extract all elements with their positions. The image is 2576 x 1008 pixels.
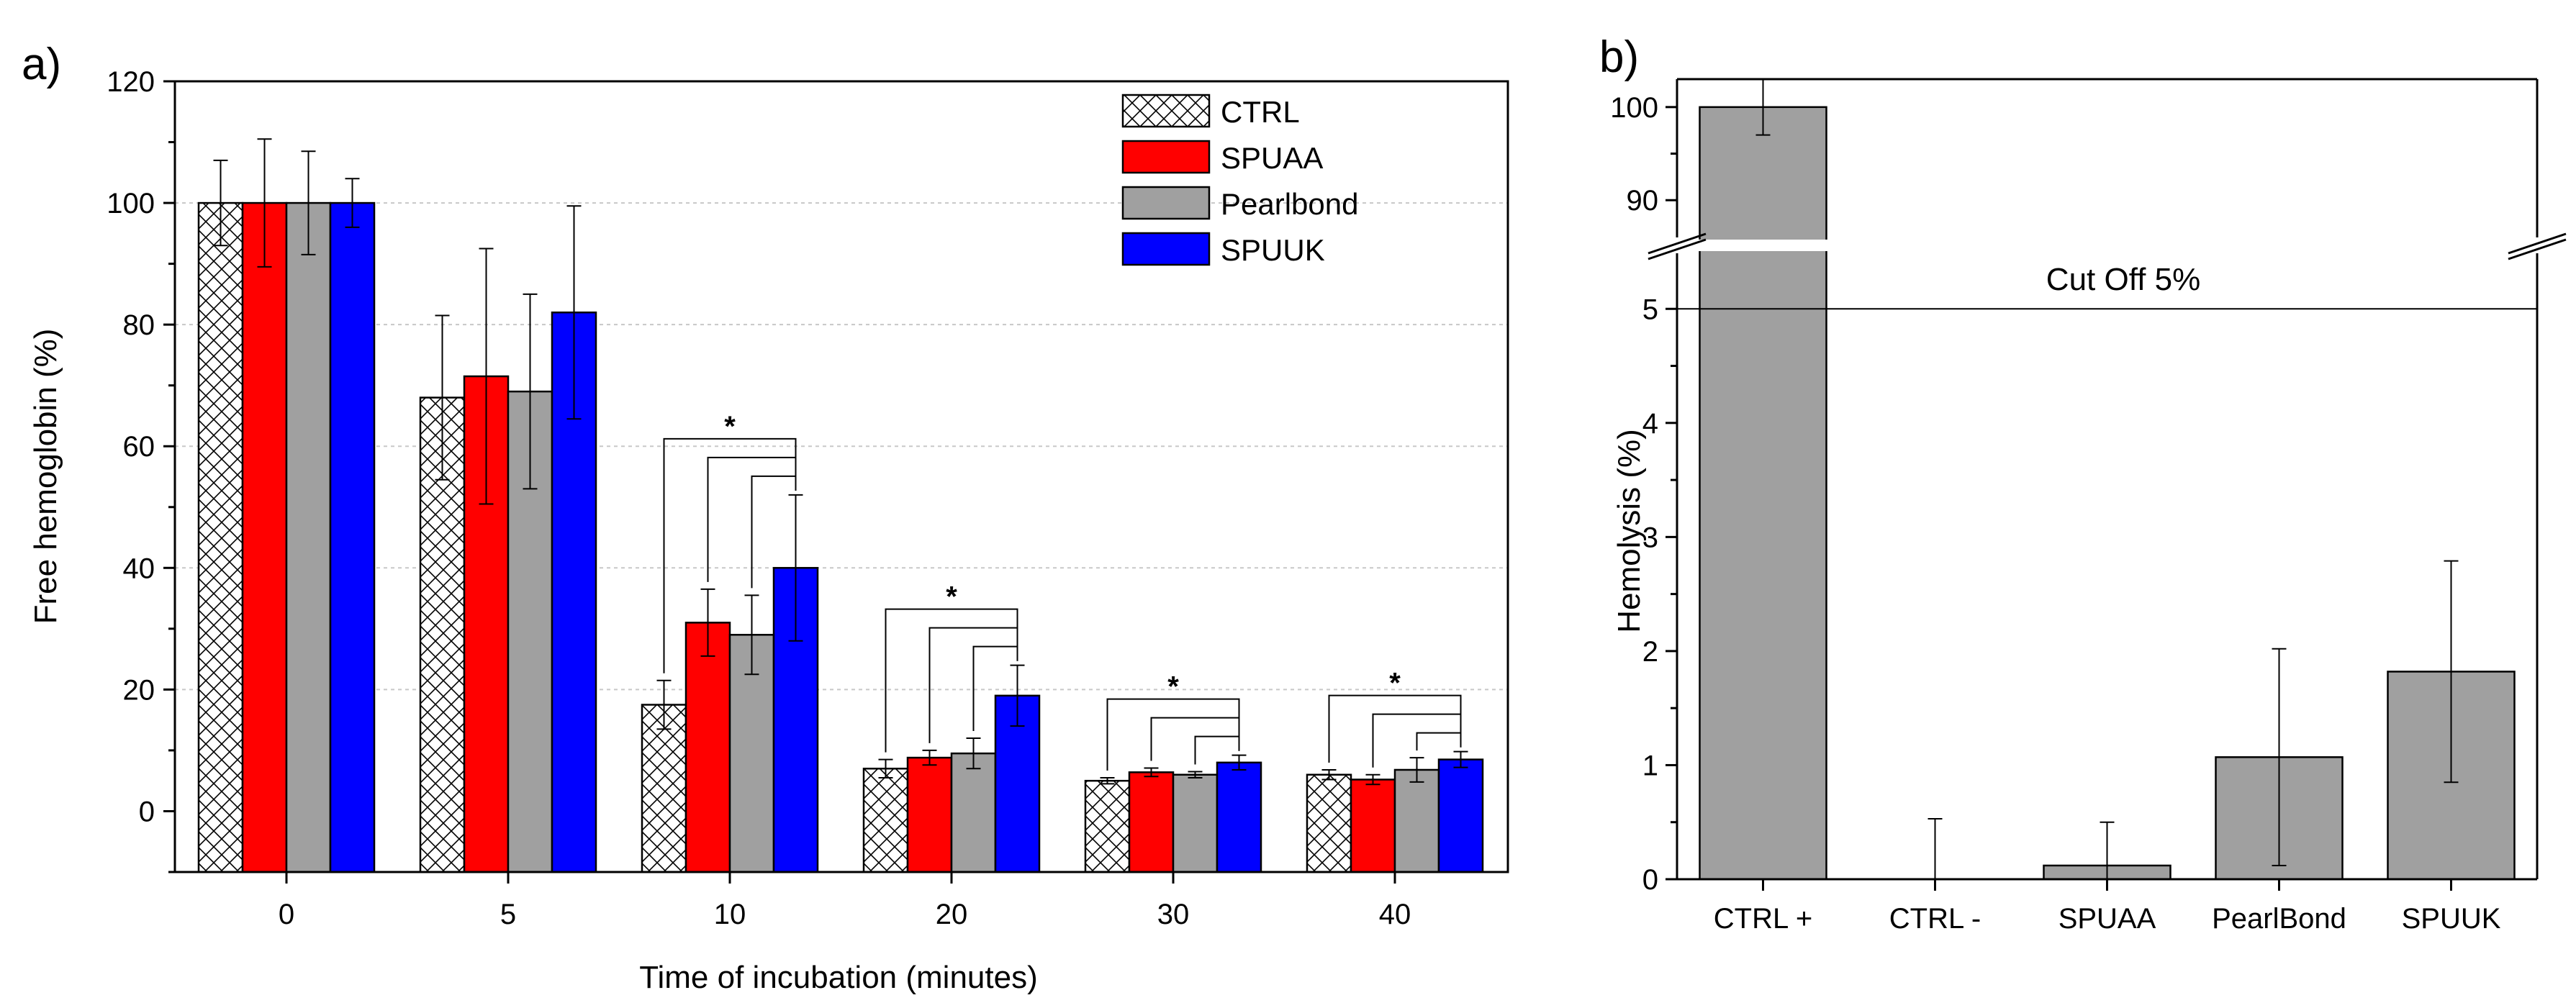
bar-pearlbond-20min	[950, 752, 997, 873]
y-tick-label-120: 120	[107, 66, 155, 98]
panel-a-y-ticks: 0 20 40 60 80 100 120	[107, 66, 175, 873]
axis-break-gap-bar	[1678, 240, 2096, 251]
legend-label-spuuk: SPUUK	[1221, 233, 1325, 267]
x-tick-label-ctrl: CTRL +	[1714, 903, 1812, 935]
y-tick-label-100: 100	[1610, 92, 1658, 124]
legend-label-pearlbond: Pearlbond	[1221, 187, 1358, 221]
panel-b-x-ticks: CTRL + CTRL - SPUAA PearlBond SPUUK	[1714, 879, 2501, 935]
legend-swatch-spuaa	[1121, 140, 1211, 174]
panel-b-y-ticks: 0 1 2 3 4 5 90 100	[1610, 92, 1677, 896]
bar-ctrl-30min	[1084, 779, 1131, 873]
panel-a-significance-brackets: * * * *	[663, 411, 1462, 771]
y-tick-label-2: 2	[1642, 636, 1658, 668]
significance-bracket-30	[1150, 717, 1240, 761]
y-tick-label-4: 4	[1642, 408, 1658, 440]
significance-bracket-20	[972, 645, 1018, 732]
panel-a-x-axis-title: Time of incubation (minutes)	[639, 960, 1037, 995]
y-tick-label-20: 20	[123, 674, 155, 706]
legend-swatch-ctrl	[1121, 94, 1211, 128]
legend-swatch-spuuk	[1121, 232, 1211, 266]
bar-pearlbond-0min	[285, 201, 332, 873]
bar-spuuk-40min	[1437, 758, 1484, 873]
significance-star-20: *	[946, 581, 957, 613]
axis-break-mark-right-2	[2508, 238, 2567, 260]
x-tick-label-10: 10	[714, 899, 746, 930]
y-tick-label-0: 0	[1642, 864, 1658, 896]
y-tick-label-100: 100	[107, 188, 155, 219]
significance-bracket-40	[1372, 713, 1462, 768]
y-tick-label-5: 5	[1642, 294, 1658, 325]
x-tick-label-0: 0	[279, 899, 294, 930]
bar-pearlbond-30min	[1172, 773, 1219, 873]
panel-b-chart: b) Cut Off 5% 0 1 2 3 4 5 90 100 CTRL + CTRL - SP…	[1599, 32, 2567, 935]
panel-a-x-ticks: 0 5 10 20 30 40	[279, 872, 1411, 930]
bar-pearlbond-40min	[1393, 768, 1440, 873]
axis-break-mark-left-1	[1648, 232, 1707, 255]
x-tick-label-5: 5	[500, 899, 516, 930]
significance-bracket-10	[707, 456, 797, 582]
significance-bracket-30	[1106, 698, 1240, 771]
cutoff-label: Cut Off 5%	[2046, 262, 2200, 297]
significance-bracket-40	[1328, 694, 1462, 763]
panel-b-y-axis-title: Hemolysis (%)	[1612, 429, 1647, 633]
x-tick-label-spuuk: SPUUK	[2402, 903, 2501, 935]
panel-a-y-axis-title: Free hemoglobin (%)	[28, 329, 63, 625]
significance-star-30: *	[1167, 671, 1179, 703]
significance-star-40: *	[1389, 668, 1401, 699]
panel-b-letter: b)	[1599, 32, 1639, 82]
legend-label-ctrl: CTRL	[1221, 95, 1300, 129]
bar-spuaa-20min	[906, 756, 953, 873]
y-tick-label-1: 1	[1642, 750, 1658, 781]
y-tick-label-90: 90	[1627, 185, 1659, 217]
panel-a-chart: a) * * * * 0 20 40 60 80 100 120 0 5 10 20 30 40 CTRL S…	[22, 40, 1509, 995]
x-tick-label-40: 40	[1379, 899, 1411, 930]
bar-spuaa-0min	[241, 201, 288, 873]
significance-star-10: *	[724, 411, 736, 442]
panel-a-axes-frame	[173, 80, 1509, 873]
bar-ctrl-10min	[641, 704, 687, 873]
bar-spuaa-40min	[1350, 778, 1396, 873]
significance-bracket-20	[928, 627, 1018, 743]
bar-ctrl-40min	[1306, 773, 1352, 873]
panel-a-bars	[197, 201, 1484, 873]
panel-a-letter: a)	[22, 40, 61, 89]
bar-spuuk-30min	[1216, 761, 1262, 873]
significance-bracket-30	[1194, 735, 1240, 765]
panel-a-error-bars	[213, 138, 1468, 786]
y-tick-label-60: 60	[123, 431, 155, 463]
legend-label-spuaa: SPUAA	[1221, 141, 1323, 175]
y-tick-label-80: 80	[123, 309, 155, 341]
x-tick-label-30: 30	[1157, 899, 1190, 930]
y-tick-label-0: 0	[139, 796, 155, 827]
panel-b-axes-frame	[1648, 78, 2567, 881]
x-tick-label-pearlbond: PearlBond	[2212, 903, 2346, 935]
legend-swatch-pearlbond	[1121, 186, 1211, 220]
axis-break-mark-right-1	[2508, 232, 2567, 255]
significance-bracket-40	[1416, 732, 1462, 751]
bar-spuaa-10min	[684, 622, 731, 873]
panel-b-error-bars	[1755, 78, 2459, 879]
bar-ctrl-0min	[197, 201, 244, 873]
x-tick-label-ctrl: CTRL -	[1889, 903, 1981, 935]
y-tick-label-3: 3	[1642, 522, 1658, 553]
y-tick-label-40: 40	[123, 553, 155, 584]
axis-break-mark-left-2	[1648, 238, 1707, 260]
panel-a-legend: CTRL SPUAA Pearlbond SPUUK	[1121, 94, 1358, 267]
significance-bracket-10	[751, 475, 797, 589]
bar-ctrl-20min	[862, 768, 909, 873]
bar-spuuk-0min	[329, 201, 376, 873]
bar-spuaa-30min	[1128, 771, 1175, 873]
x-tick-label-20: 20	[936, 899, 968, 930]
bar-ctrl	[1699, 106, 1827, 881]
x-tick-label-spuaa: SPUAA	[2058, 903, 2156, 935]
panel-b-bars	[1699, 106, 2516, 881]
